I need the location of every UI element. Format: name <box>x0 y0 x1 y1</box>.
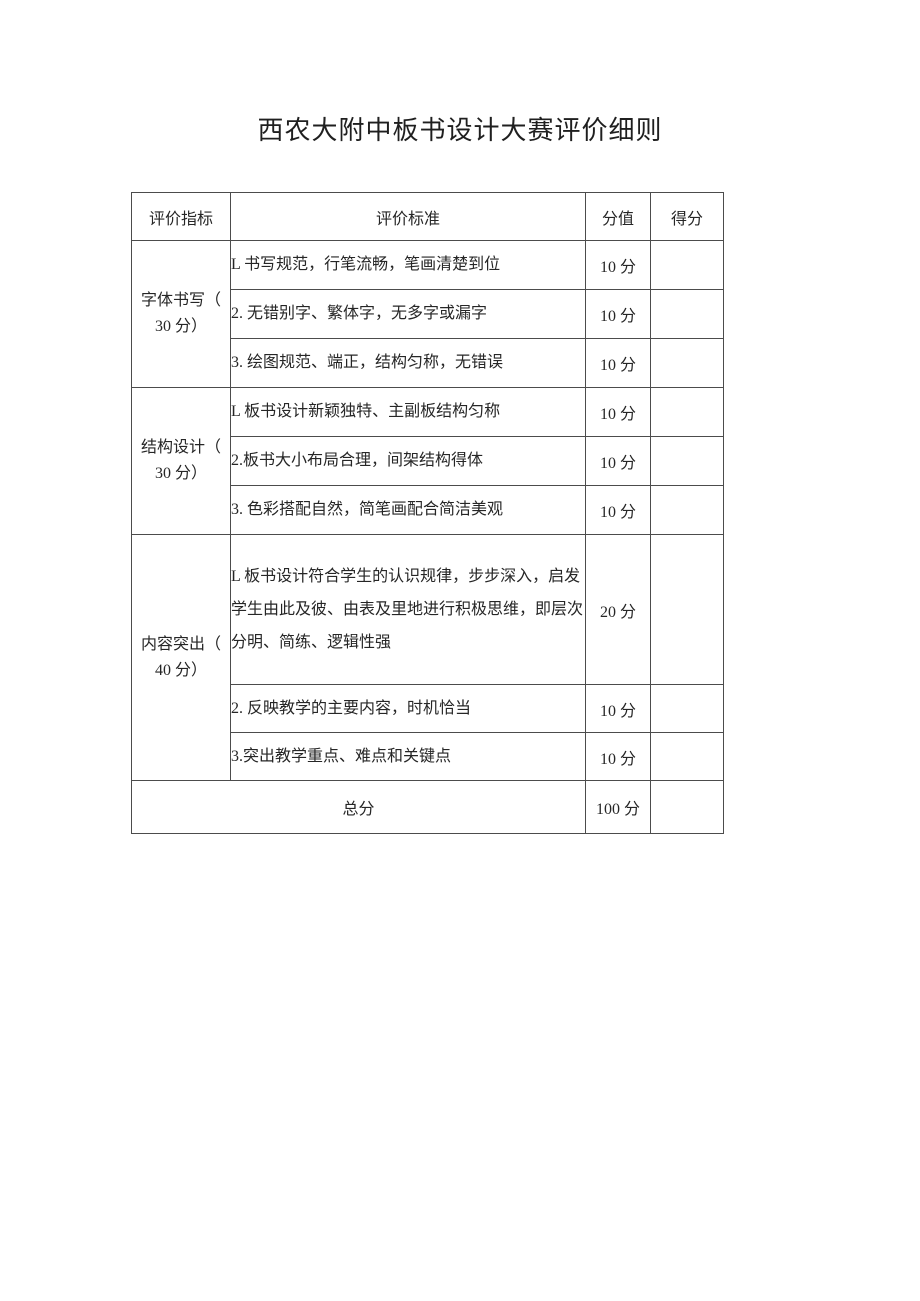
indicator-line1: 内容突出（ <box>140 635 221 653</box>
table-row: 结构设计（ 30 分） L 板书设计新颖独特、主副板结构匀称 10 分 <box>131 387 724 535</box>
header-criteria: 评价标准 <box>230 192 586 241</box>
score-cell: 10 分 <box>585 338 651 388</box>
criterion-cell: L 书写规范，行笔流畅，笔画清楚到位 <box>230 240 586 290</box>
total-gained-cell <box>650 780 724 834</box>
score-cell: 10 分 <box>585 485 651 535</box>
criterion-cell: 2.板书大小布局合理，间架结构得体 <box>230 436 586 486</box>
table-row: 字体书写（ 30 分） L 书写规范，行笔流畅，笔画清楚到位 10 分 <box>131 240 724 388</box>
indicator-cell-handwriting: 字体书写（ 30 分） <box>131 240 231 388</box>
gained-cell <box>650 684 724 733</box>
total-label-cell: 总分 <box>131 780 586 834</box>
header-indicator: 评价指标 <box>131 192 231 241</box>
score-cell: 10 分 <box>585 289 651 339</box>
table-row: 2. 反映教学的主要内容，时机恰当 10 分 <box>132 684 724 733</box>
criterion-cell: 3. 色彩搭配自然，简笔画配合简洁美观 <box>230 485 586 535</box>
indicator-line2: 40 分） <box>154 661 207 679</box>
indicator-line1: 字体书写（ <box>140 292 221 309</box>
gained-cell <box>650 485 724 535</box>
criterion-cell: L 板书设计新颖独特、主副板结构匀称 <box>230 387 586 437</box>
table-row: 2. 无错别字、繁体字，无多字或漏字 10 分 <box>132 289 724 339</box>
score-cell: 10 分 <box>585 387 651 437</box>
score-cell: 10 分 <box>585 684 651 733</box>
criterion-cell: 3. 绘图规范、端正，结构匀称，无错误 <box>230 338 586 388</box>
total-score-cell: 100 分 <box>585 780 651 834</box>
evaluation-table: 评价指标 评价标准 分值 得分 字体书写（ 30 分） L 书写规范，行笔流畅，… <box>131 192 724 834</box>
score-cell: 10 分 <box>585 732 651 781</box>
gained-cell <box>650 732 724 781</box>
table-row: 3. 色彩搭配自然，简笔画配合简洁美观 10 分 <box>132 485 724 535</box>
gained-cell <box>650 289 724 339</box>
table-row: 3.突出教学重点、难点和关键点 10 分 <box>132 732 724 781</box>
gained-cell <box>650 534 724 685</box>
indicator-line2: 30 分） <box>154 318 207 335</box>
gained-cell <box>650 436 724 486</box>
table-header-row: 评价指标 评价标准 分值 得分 <box>131 192 724 241</box>
total-row: 总分 100 分 <box>131 780 724 834</box>
criterion-cell: 3.突出教学重点、难点和关键点 <box>230 732 586 781</box>
indicator-cell-content: 内容突出（ 40 分） <box>131 534 231 781</box>
indicator-line1: 结构设计（ <box>140 439 221 456</box>
score-cell: 20 分 <box>585 534 651 685</box>
gained-cell <box>650 338 724 388</box>
header-score: 分值 <box>585 192 651 241</box>
indicator-cell-structure: 结构设计（ 30 分） <box>131 387 231 535</box>
criterion-cell: 2. 反映教学的主要内容，时机恰当 <box>230 684 586 733</box>
document-title: 西农大附中板书设计大赛评价细则 <box>257 116 663 145</box>
criterion-cell: 2. 无错别字、繁体字，无多字或漏字 <box>230 289 586 339</box>
score-cell: 10 分 <box>585 240 651 290</box>
header-gained: 得分 <box>650 192 724 241</box>
indicator-line2: 30 分） <box>154 465 207 482</box>
table-row: 3. 绘图规范、端正，结构匀称，无错误 10 分 <box>132 338 724 388</box>
gained-cell <box>650 387 724 437</box>
gained-cell <box>650 240 724 290</box>
table-row: 内容突出（ 40 分） L 板书设计符合学生的认识规律，步步深入，启发学生由此及… <box>131 534 724 781</box>
score-cell: 10 分 <box>585 436 651 486</box>
criterion-cell: L 板书设计符合学生的认识规律，步步深入，启发学生由此及彼、由表及里地进行积极思… <box>230 534 586 685</box>
